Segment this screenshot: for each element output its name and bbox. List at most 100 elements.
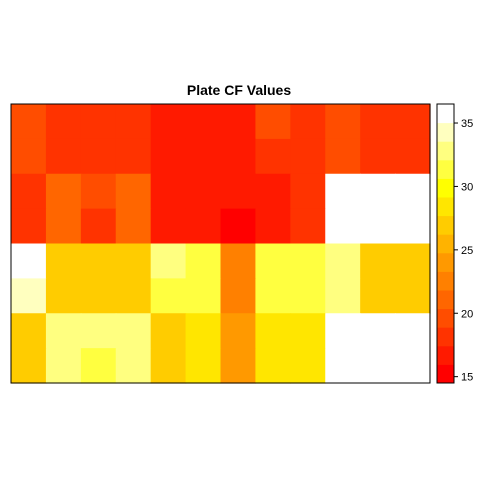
heatmap-cell: [11, 208, 47, 245]
heatmap-cell: [395, 348, 431, 384]
heatmap-cell: [290, 104, 326, 140]
heatmap-cell: [80, 138, 117, 175]
heatmap-cell: [45, 313, 82, 349]
heatmap-cell: [255, 173, 291, 210]
color-legend-band: [437, 308, 454, 328]
heatmap-cell: [290, 208, 326, 245]
heatmap-cell: [80, 278, 117, 314]
heatmap-cell: [11, 173, 47, 210]
heatmap-cell: [150, 208, 187, 245]
heatmap-cell: [115, 104, 152, 140]
color-legend-ticks: 15 20 25 30 35: [454, 118, 473, 384]
color-legend-band: [437, 252, 454, 272]
heatmap-cell: [115, 278, 152, 314]
heatmap-cell: [11, 138, 47, 175]
heatmap-cell: [290, 348, 326, 384]
heatmap-cell: [185, 173, 222, 210]
heatmap-cell: [255, 208, 291, 245]
heatmap-cell: [360, 313, 396, 349]
heatmap-cell: [185, 208, 222, 245]
heatmap-cell: [115, 348, 152, 384]
color-legend-band: [437, 159, 454, 179]
chart-title: Plate CF Values: [187, 82, 291, 98]
heatmap-cell: [150, 104, 187, 140]
heatmap-cell: [45, 104, 82, 140]
heatmap-cell: [290, 278, 326, 314]
color-legend-tick-label: 25: [461, 245, 473, 257]
color-legend-band: [437, 364, 454, 384]
heatmap-cell: [80, 173, 117, 210]
heatmap-cell: [325, 278, 361, 314]
heatmap-cell: [360, 104, 396, 140]
color-legend-band: [437, 327, 454, 347]
heatmap-cell: [80, 348, 117, 384]
heatmap-cell: [220, 173, 257, 210]
heatmap-cell: [290, 138, 326, 175]
heatmap-cell: [255, 104, 291, 140]
heatmap-cells: [11, 104, 431, 384]
heatmap-cell: [185, 138, 222, 175]
color-legend-tick-label: 20: [461, 308, 473, 320]
heatmap-cell: [255, 348, 291, 384]
heatmap-cell: [45, 208, 82, 245]
heatmap-cell: [290, 243, 326, 279]
heatmap-cell: [11, 348, 47, 384]
heatmap-cell: [11, 243, 47, 279]
color-legend-tick-label: 30: [461, 181, 473, 193]
heatmap-cell: [255, 138, 291, 175]
heatmap-cell: [185, 278, 222, 314]
heatmap-cell: [11, 278, 47, 314]
heatmap-cell: [220, 243, 257, 279]
heatmap-cell: [290, 173, 326, 210]
color-legend-band: [437, 215, 454, 235]
heatmap-cell: [115, 138, 152, 175]
heatmap-cell: [360, 243, 396, 279]
heatmap-cell: [220, 348, 257, 384]
heatmap-cell: [395, 138, 431, 175]
heatmap-cell: [220, 104, 257, 140]
heatmap-cell: [185, 104, 222, 140]
heatmap-cell: [185, 348, 222, 384]
heatmap-cell: [360, 138, 396, 175]
heatmap-cell: [80, 313, 117, 349]
heatmap-cell: [45, 243, 82, 279]
color-legend-border: [436, 103, 455, 384]
heatmap-cell: [150, 243, 187, 279]
color-legend-band: [437, 178, 454, 198]
heatmap-cell: [115, 313, 152, 349]
heatmap-cell: [255, 278, 291, 314]
heatmap-cell: [115, 243, 152, 279]
heatmap-cell: [325, 104, 361, 140]
heatmap-cell: [150, 173, 187, 210]
color-legend-band: [437, 234, 454, 254]
heatmap-cell: [290, 313, 326, 349]
heatmap-cell: [395, 173, 431, 210]
heatmap-cell: [325, 243, 361, 279]
color-legend-tick-label: 15: [461, 372, 473, 384]
plot-border: [10, 103, 431, 384]
heatmap-cell: [360, 173, 396, 210]
heatmap-cell: [220, 208, 257, 245]
color-legend-band: [437, 141, 454, 161]
heatmap-cell: [80, 243, 117, 279]
heatmap-cell: [325, 208, 361, 245]
heatmap-cell: [150, 313, 187, 349]
heatmap-cell: [325, 138, 361, 175]
heatmap-cell: [360, 208, 396, 245]
heatmap-cell: [325, 173, 361, 210]
heatmap-cell: [360, 348, 396, 384]
heatmap-cell: [395, 243, 431, 279]
heatmap-cell: [395, 208, 431, 245]
color-legend-band: [437, 271, 454, 291]
heatmap-cell: [185, 243, 222, 279]
heatmap-cell: [220, 313, 257, 349]
heatmap-cell: [395, 313, 431, 349]
heatmap-cell: [80, 104, 117, 140]
heatmap-cell: [255, 313, 291, 349]
color-legend-band: [437, 122, 454, 142]
heatmap-cell: [220, 278, 257, 314]
heatmap-cell: [45, 173, 82, 210]
heatmap-cell: [45, 138, 82, 175]
heatmap-cell: [80, 208, 117, 245]
heatmap-cell: [45, 278, 82, 314]
